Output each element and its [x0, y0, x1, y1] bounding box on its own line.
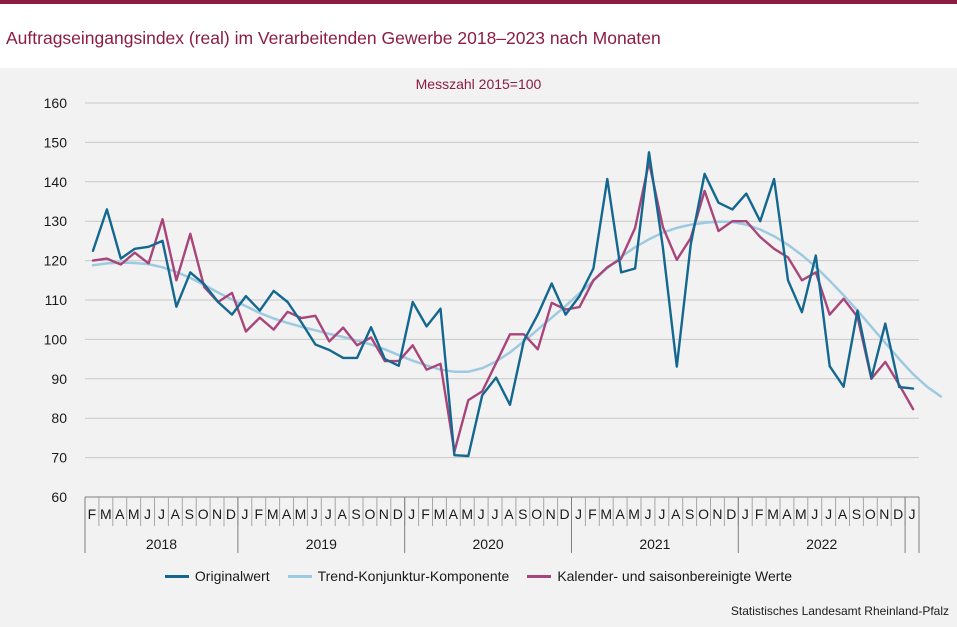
legend-item-trend: Trend-Konjunktur-Komponente	[287, 568, 510, 584]
year-label-2019: 2019	[306, 536, 337, 552]
month-label-23: J	[408, 506, 415, 522]
month-label-33: N	[546, 506, 556, 522]
month-label-25: M	[434, 506, 446, 522]
month-label-59: J	[909, 506, 916, 522]
month-label-42: A	[671, 506, 681, 522]
y-tick-label-140: 140	[44, 174, 68, 190]
month-label-43: S	[685, 506, 694, 522]
month-label-13: M	[267, 506, 279, 522]
month-label-47: J	[742, 506, 749, 522]
month-label-12: F	[254, 506, 263, 522]
y-tick-label-90: 90	[51, 371, 67, 387]
month-label-30: A	[504, 506, 514, 522]
month-label-24: F	[421, 506, 430, 522]
y-tick-label-150: 150	[44, 134, 68, 150]
month-label-10: D	[226, 506, 236, 522]
month-label-39: M	[628, 506, 640, 522]
month-label-4: J	[144, 506, 151, 522]
month-label-19: S	[351, 506, 360, 522]
month-label-26: A	[449, 506, 459, 522]
year-label-2021: 2021	[639, 536, 670, 552]
month-label-0: F	[88, 506, 97, 522]
gridlines	[85, 102, 919, 498]
month-label-58: D	[893, 506, 903, 522]
month-label-46: D	[726, 506, 736, 522]
month-label-40: J	[644, 506, 651, 522]
top-accent-bar	[0, 0, 957, 4]
month-label-32: O	[531, 506, 542, 522]
y-tick-label-160: 160	[44, 95, 68, 111]
month-label-29: J	[492, 506, 499, 522]
legend-swatch-seasonal	[527, 574, 552, 578]
legend-label-originalwert: Originalwert	[194, 568, 270, 584]
month-label-2: A	[115, 506, 125, 522]
month-label-45: N	[712, 506, 722, 522]
year-label-2022: 2022	[806, 536, 837, 552]
month-label-37: M	[600, 506, 612, 522]
month-label-52: J	[811, 506, 818, 522]
month-label-6: A	[171, 506, 181, 522]
legend-label-seasonal: Kalender- und saisonbereinigte Werte	[557, 568, 793, 584]
month-label-5: J	[158, 506, 165, 522]
month-label-31: S	[518, 506, 527, 522]
legend: Originalwert Trend-Konjunktur-Komponente…	[0, 568, 957, 584]
month-label-48: F	[755, 506, 764, 522]
y-tick-label-130: 130	[44, 213, 68, 229]
y-tick-label-120: 120	[44, 253, 68, 269]
month-label-9: N	[212, 506, 222, 522]
month-label-17: J	[325, 506, 332, 522]
month-label-54: A	[838, 506, 848, 522]
y-tick-label-80: 80	[51, 410, 67, 426]
legend-item-originalwert: Originalwert	[164, 568, 270, 584]
month-label-49: M	[767, 506, 779, 522]
month-label-18: A	[337, 506, 347, 522]
chart-title: Auftragseingangsindex (real) im Verarbei…	[6, 28, 661, 48]
month-label-44: O	[698, 506, 709, 522]
source-note: Statistisches Landesamt Rheinland-Pfalz	[730, 604, 949, 618]
month-label-3: M	[128, 506, 140, 522]
month-label-50: A	[782, 506, 792, 522]
year-label-2020: 2020	[473, 536, 504, 552]
month-label-1: M	[100, 506, 112, 522]
month-label-8: O	[198, 506, 209, 522]
legend-swatch-originalwert	[164, 574, 189, 578]
series-line-original	[91, 151, 915, 458]
month-label-16: J	[311, 506, 318, 522]
month-label-7: S	[185, 506, 194, 522]
y-tick-label-60: 60	[51, 489, 67, 505]
chart-subtitle: Messzahl 2015=100	[415, 76, 542, 92]
month-label-14: A	[282, 506, 292, 522]
y-axis: 60 70 80 90 100 110 120 130 140 150 160	[44, 95, 68, 505]
month-label-20: O	[365, 506, 376, 522]
month-label-38: A	[615, 506, 625, 522]
month-label-36: F	[588, 506, 597, 522]
legend-label-trend: Trend-Konjunktur-Komponente	[317, 568, 510, 584]
month-label-57: N	[879, 506, 889, 522]
y-tick-label-70: 70	[51, 450, 67, 466]
header: Auftragseingangsindex (real) im Verarbei…	[0, 4, 957, 68]
month-label-53: J	[825, 506, 832, 522]
month-label-11: J	[241, 506, 248, 522]
month-label-27: M	[461, 506, 473, 522]
month-label-21: N	[379, 506, 389, 522]
month-label-51: M	[795, 506, 807, 522]
month-label-22: D	[393, 506, 403, 522]
legend-swatch-trend	[287, 574, 312, 578]
series-line-seasonal	[91, 160, 915, 453]
chart-area	[0, 68, 957, 627]
month-label-56: O	[865, 506, 876, 522]
month-label-28: J	[478, 506, 485, 522]
y-tick-label-100: 100	[44, 331, 68, 347]
month-label-41: J	[658, 506, 665, 522]
y-tick-label-110: 110	[45, 292, 68, 308]
month-label-15: M	[295, 506, 307, 522]
series-lines	[91, 151, 943, 458]
year-label-2018: 2018	[146, 536, 177, 552]
legend-item-seasonal: Kalender- und saisonbereinigte Werte	[527, 568, 792, 584]
month-label-34: D	[559, 506, 569, 522]
month-label-55: S	[852, 506, 861, 522]
month-label-35: J	[575, 506, 582, 522]
